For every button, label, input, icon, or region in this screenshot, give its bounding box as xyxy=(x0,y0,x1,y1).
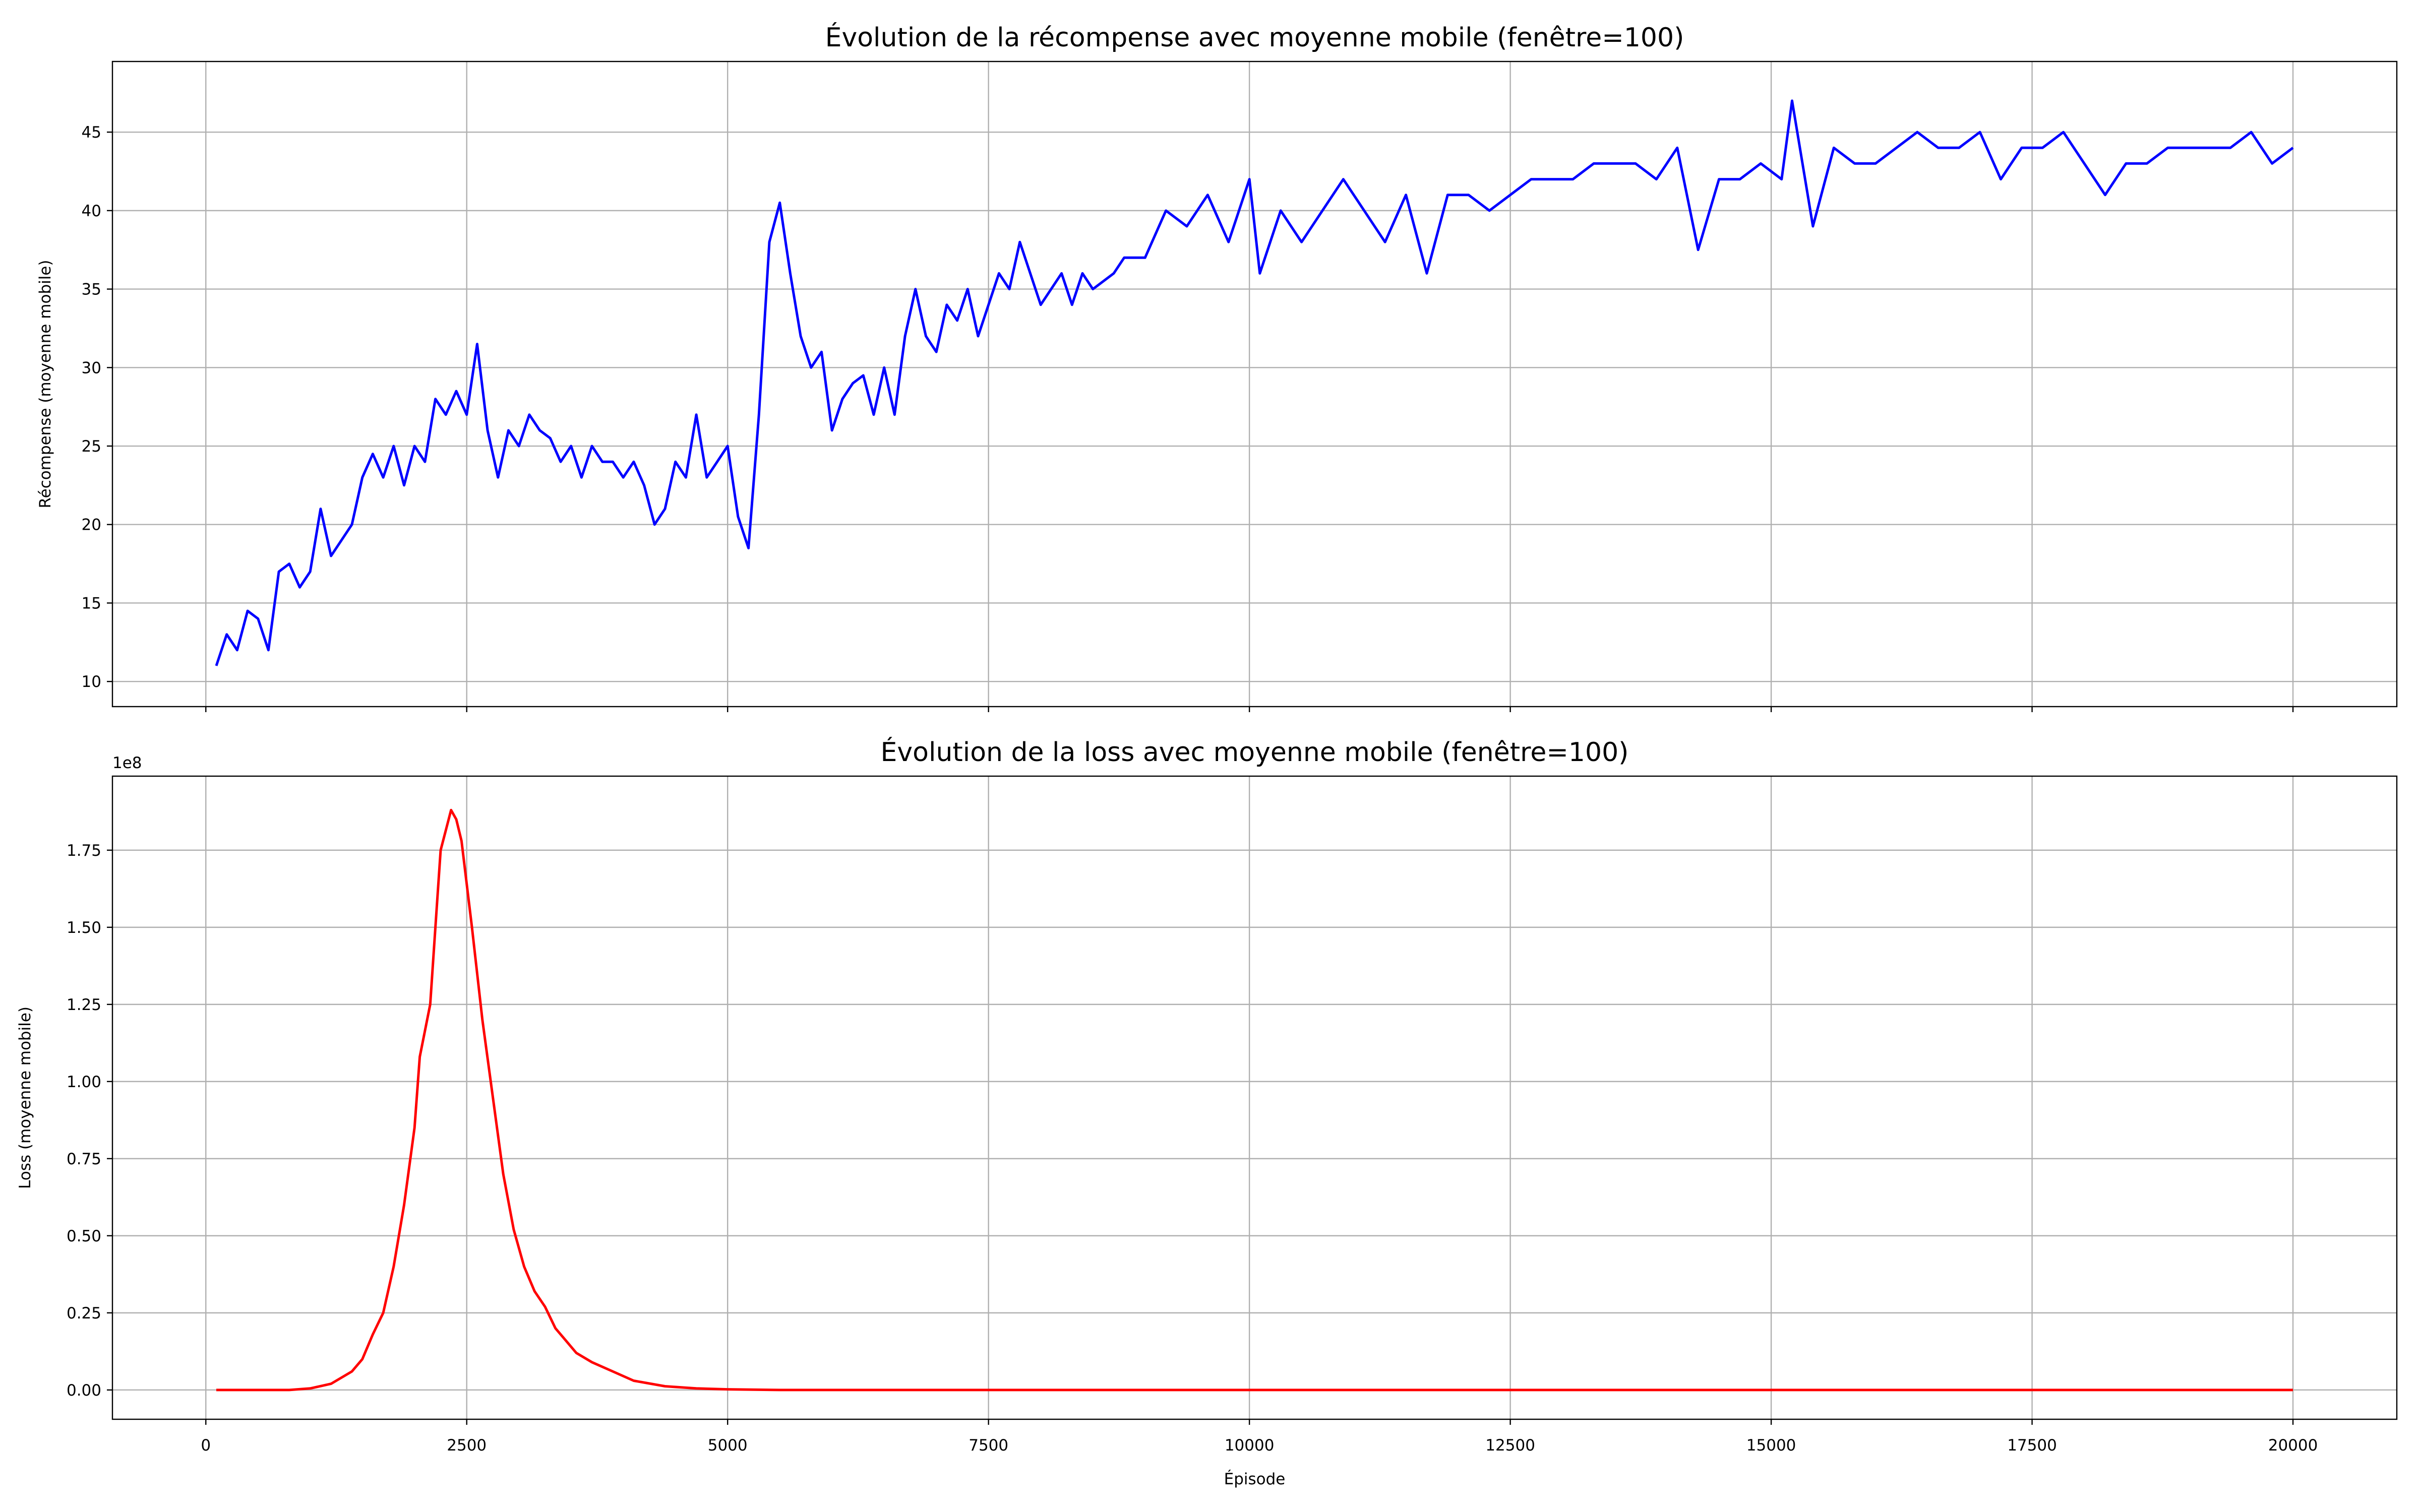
y-tick-label: 40 xyxy=(82,202,101,220)
x-tick-label: 15000 xyxy=(1746,1436,1796,1455)
y-tick-label: 25 xyxy=(82,437,101,456)
y-tick-label: 35 xyxy=(82,281,101,299)
x-tick-label: 2500 xyxy=(447,1436,487,1455)
x-tick-label: 17500 xyxy=(2007,1436,2057,1455)
y-axis-label: Loss (moyenne mobile) xyxy=(16,1006,34,1189)
y-tick-label: 20 xyxy=(82,516,101,534)
y-tick-label: 1.50 xyxy=(67,919,101,937)
y-tick-label: 1.75 xyxy=(67,842,101,860)
x-tick-label: 5000 xyxy=(708,1436,748,1455)
y-tick-label: 15 xyxy=(82,594,101,612)
y-tick-label: 0.50 xyxy=(67,1227,101,1245)
series-line xyxy=(215,99,2294,666)
chart-title: Évolution de la récompense avec moyenne … xyxy=(825,22,1684,53)
y-tick-label: 0.00 xyxy=(67,1381,101,1400)
x-tick-label: 7500 xyxy=(969,1436,1008,1455)
axes-frame xyxy=(111,60,2398,708)
y-tick-label: 1.25 xyxy=(67,996,101,1014)
x-tick-label: 12500 xyxy=(1485,1436,1535,1455)
y-tick-label: 30 xyxy=(82,359,101,377)
x-tick-label: 10000 xyxy=(1225,1436,1275,1455)
y-tick-label: 45 xyxy=(82,123,101,142)
series-line xyxy=(216,808,2293,1392)
y-tick-label: 1.00 xyxy=(67,1073,101,1091)
axes-frame xyxy=(111,775,2398,1420)
y-axis-label: Récompense (moyenne mobile) xyxy=(36,260,54,508)
x-tick-label: 0 xyxy=(201,1436,211,1455)
chart-title: Évolution de la loss avec moyenne mobile… xyxy=(881,737,1629,768)
y-tick-label: 0.75 xyxy=(67,1150,101,1168)
x-axis-label: Épisode xyxy=(1224,1470,1286,1488)
offset-label: 1e8 xyxy=(112,754,142,772)
y-tick-label: 0.25 xyxy=(67,1304,101,1322)
y-tick-label: 10 xyxy=(82,673,101,691)
x-tick-label: 20000 xyxy=(2268,1436,2318,1455)
